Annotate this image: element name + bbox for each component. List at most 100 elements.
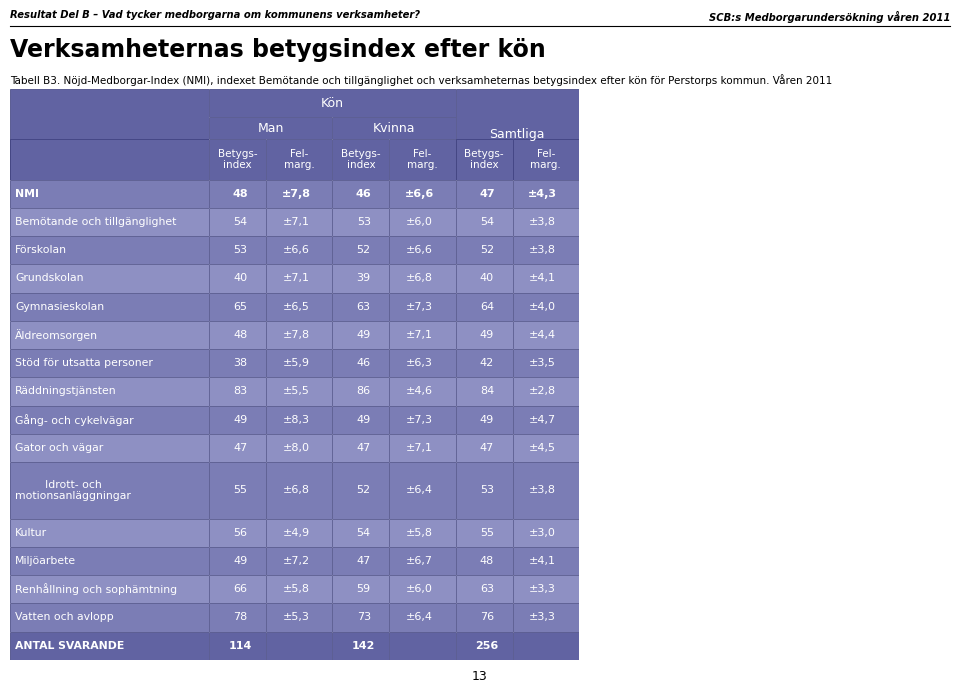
Text: Tabell B3. Nöjd-Medborgar-Index (NMI), indexet Bemötande och tillgänglighet och : Tabell B3. Nöjd-Medborgar-Index (NMI), i… (10, 74, 832, 86)
Text: 54: 54 (233, 217, 248, 227)
Text: ±4,7: ±4,7 (529, 415, 556, 425)
Text: 83: 83 (233, 386, 248, 397)
Text: ±7,3: ±7,3 (406, 415, 433, 425)
Text: 52: 52 (356, 485, 371, 496)
Text: 54: 54 (356, 528, 371, 538)
Text: ±7,1: ±7,1 (282, 274, 309, 283)
Text: ±6,6: ±6,6 (406, 245, 433, 255)
Text: Kultur: Kultur (15, 528, 47, 538)
Text: ±4,0: ±4,0 (529, 301, 556, 312)
Text: Stöd för utsatta personer: Stöd för utsatta personer (15, 358, 154, 368)
Text: 49: 49 (480, 330, 494, 340)
Text: Betygs-
index: Betygs- index (218, 148, 257, 171)
Text: 38: 38 (233, 358, 248, 368)
Text: 53: 53 (357, 217, 371, 227)
Text: Fel-
marg.: Fel- marg. (284, 148, 315, 171)
Text: 114: 114 (228, 641, 252, 651)
Text: 256: 256 (475, 641, 498, 651)
Text: Grundskolan: Grundskolan (15, 274, 84, 283)
Text: 55: 55 (480, 528, 494, 538)
Text: Gator och vägar: Gator och vägar (15, 443, 104, 453)
Text: Förskolan: Förskolan (15, 245, 67, 255)
Text: 42: 42 (480, 358, 494, 368)
Text: ±3,8: ±3,8 (529, 217, 556, 227)
Text: ±3,3: ±3,3 (529, 612, 556, 622)
Text: ±8,3: ±8,3 (282, 415, 309, 425)
Text: ±4,4: ±4,4 (529, 330, 556, 340)
Text: 47: 47 (479, 189, 494, 198)
Text: ±6,4: ±6,4 (406, 485, 433, 496)
Text: ±5,5: ±5,5 (282, 386, 309, 397)
Text: Kön: Kön (321, 97, 344, 109)
Text: 64: 64 (480, 301, 494, 312)
Text: ±7,8: ±7,8 (281, 189, 310, 198)
Text: 49: 49 (233, 415, 248, 425)
Text: ±7,3: ±7,3 (406, 301, 433, 312)
Text: ±4,3: ±4,3 (528, 189, 557, 198)
Text: 49: 49 (233, 556, 248, 566)
Text: ±7,8: ±7,8 (282, 330, 309, 340)
Text: Bemötande och tillgänglighet: Bemötande och tillgänglighet (15, 217, 177, 227)
Text: ±3,8: ±3,8 (529, 245, 556, 255)
Text: 59: 59 (356, 584, 371, 594)
Text: 52: 52 (356, 245, 371, 255)
Text: 55: 55 (233, 485, 248, 496)
Text: 47: 47 (356, 443, 371, 453)
Text: ±5,8: ±5,8 (406, 528, 433, 538)
Text: ±6,6: ±6,6 (282, 245, 309, 255)
Text: ±3,3: ±3,3 (529, 584, 556, 594)
Text: 48: 48 (232, 189, 249, 198)
Text: Gång- och cykelvägar: Gång- och cykelvägar (15, 413, 134, 426)
Text: Betygs-
index: Betygs- index (341, 148, 381, 171)
Text: ±7,1: ±7,1 (406, 443, 433, 453)
Text: ±2,8: ±2,8 (529, 386, 556, 397)
Text: 63: 63 (480, 584, 494, 594)
Text: 46: 46 (356, 189, 372, 198)
Text: ±6,3: ±6,3 (406, 358, 433, 368)
Text: ±4,5: ±4,5 (529, 443, 556, 453)
Text: ±6,6: ±6,6 (404, 189, 434, 198)
Text: 48: 48 (233, 330, 248, 340)
Text: ±6,8: ±6,8 (406, 274, 433, 283)
Text: Fel-
marg.: Fel- marg. (530, 148, 561, 171)
Text: ±8,0: ±8,0 (282, 443, 309, 453)
Text: 86: 86 (356, 386, 371, 397)
Text: Miljöarbete: Miljöarbete (15, 556, 77, 566)
Text: 52: 52 (480, 245, 494, 255)
Text: 13: 13 (472, 670, 488, 683)
Text: ±3,5: ±3,5 (529, 358, 556, 368)
Text: Resultat Del B – Vad tycker medborgarna om kommunens verksamheter?: Resultat Del B – Vad tycker medborgarna … (10, 10, 420, 20)
Text: ±6,7: ±6,7 (406, 556, 433, 566)
Text: 65: 65 (233, 301, 248, 312)
Text: 54: 54 (480, 217, 494, 227)
Text: 47: 47 (233, 443, 248, 453)
Text: 76: 76 (480, 612, 494, 622)
Text: SCB:s Medborgarundersökning våren 2011: SCB:s Medborgarundersökning våren 2011 (708, 10, 950, 22)
Text: ±5,9: ±5,9 (282, 358, 309, 368)
Text: 53: 53 (233, 245, 248, 255)
Text: 39: 39 (356, 274, 371, 283)
Text: Äldreomsorgen: Äldreomsorgen (15, 329, 98, 341)
Text: ±6,0: ±6,0 (406, 217, 433, 227)
Text: ANTAL SVARANDE: ANTAL SVARANDE (15, 641, 125, 651)
Text: 49: 49 (480, 415, 494, 425)
Text: ±6,5: ±6,5 (282, 301, 309, 312)
Text: 48: 48 (480, 556, 494, 566)
Text: 46: 46 (356, 358, 371, 368)
Text: 73: 73 (356, 612, 371, 622)
Text: Kvinna: Kvinna (372, 122, 416, 134)
Text: ±6,8: ±6,8 (282, 485, 309, 496)
Text: ±4,6: ±4,6 (406, 386, 433, 397)
Text: Samtliga: Samtliga (490, 128, 545, 141)
Text: 78: 78 (233, 612, 248, 622)
Text: ±7,1: ±7,1 (282, 217, 309, 227)
Text: NMI: NMI (15, 189, 39, 198)
Text: 40: 40 (233, 274, 248, 283)
Text: Betygs-
index: Betygs- index (465, 148, 504, 171)
Text: Vatten och avlopp: Vatten och avlopp (15, 612, 114, 622)
Text: 66: 66 (233, 584, 248, 594)
Text: Verksamheternas betygsindex efter kön: Verksamheternas betygsindex efter kön (10, 38, 545, 62)
Text: Räddningstjänsten: Räddningstjänsten (15, 386, 117, 397)
Text: 40: 40 (480, 274, 494, 283)
Text: ±7,2: ±7,2 (282, 556, 309, 566)
